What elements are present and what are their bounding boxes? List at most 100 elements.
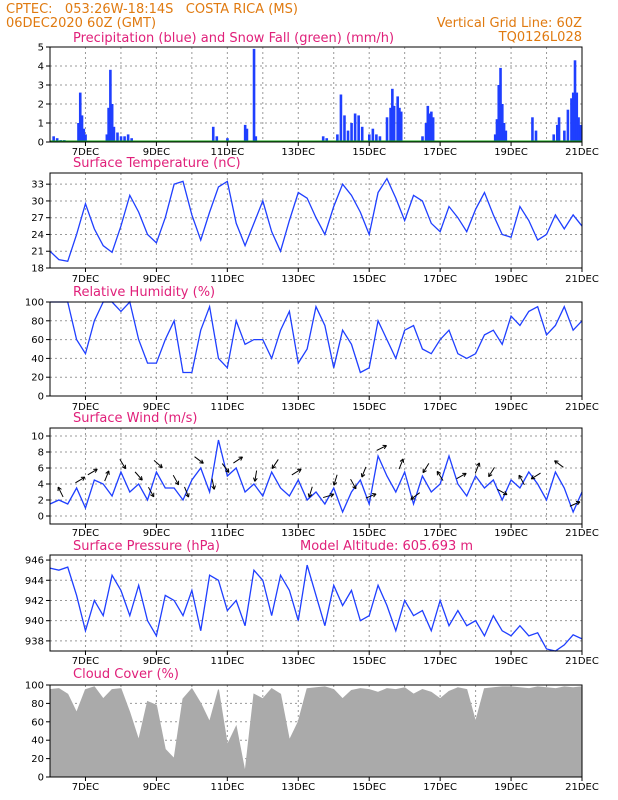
wind-arrow-head <box>518 474 523 480</box>
wind-arrow-shaft <box>365 493 377 499</box>
wind-arrow <box>332 474 338 486</box>
precip-bar <box>555 124 559 142</box>
precip-bar <box>430 111 433 142</box>
cloud-ytick-label: 40 <box>31 736 44 747</box>
wind-arrow-shaft <box>271 459 279 469</box>
wind-arrow <box>184 486 190 498</box>
precip-bar <box>357 115 360 142</box>
wind-ytick-label: 4 <box>38 480 44 491</box>
precip-bar <box>426 105 430 142</box>
wind-arrow-head <box>150 492 155 498</box>
precip-bar <box>254 136 258 142</box>
wind-xtick-label: 21DEC <box>565 528 599 539</box>
wind-arrow <box>211 478 216 490</box>
precip-bar <box>243 124 247 142</box>
wind-xtick-label: 19DEC <box>494 528 528 539</box>
precip-bar <box>84 134 87 142</box>
wind-arrow-shaft <box>194 456 204 464</box>
header-line2-left: 06DEC2020 60Z (GMT) <box>6 16 156 31</box>
wind-arrow-shaft <box>422 463 430 473</box>
wind-line <box>49 439 583 514</box>
pressure-line <box>49 564 583 652</box>
wind-arrow-head <box>93 468 98 473</box>
precip-bar <box>130 138 133 142</box>
wind-ytick-label: 6 <box>38 464 44 475</box>
wind-arrow-head <box>399 458 405 463</box>
wind-xtick-label: 7DEC <box>72 528 99 539</box>
wind-arrow <box>569 500 581 507</box>
pressure-ytick-label: 942 <box>25 596 44 607</box>
precip-bar <box>570 98 573 142</box>
wind-arrow-shaft <box>376 445 387 451</box>
wind-arrow-shaft <box>119 459 126 469</box>
precip-xtick-label: 15DEC <box>352 147 386 158</box>
precip-ytick-label: 5 <box>38 43 44 54</box>
pressure-xtick-label: 15DEC <box>352 656 386 667</box>
wind-arrow-shaft <box>350 478 357 490</box>
temperature-ytick-label: 30 <box>31 196 44 207</box>
pressure-annotation: Model Altitude: 605.693 m <box>300 539 473 554</box>
precip-bar <box>495 119 499 142</box>
cloud-area <box>49 686 583 778</box>
precip-xtick-label: 11DEC <box>210 147 244 158</box>
cloud-xtick-label: 11DEC <box>210 782 244 793</box>
precip-bar <box>252 48 256 142</box>
wind-arrow <box>134 471 143 481</box>
temperature-ytick-label: 27 <box>31 213 44 224</box>
precip-ytick-label: 1 <box>38 119 44 130</box>
wind-arrow <box>554 460 564 468</box>
precip-bar <box>493 134 497 142</box>
temperature-xtick-label: 17DEC <box>423 274 457 285</box>
cloud-ytick-label: 80 <box>31 699 44 710</box>
precip-bar <box>339 94 343 142</box>
wind-arrow-shaft <box>361 466 367 478</box>
wind-arrow <box>410 492 421 500</box>
wind-arrow <box>530 472 541 480</box>
precip-bar <box>325 138 329 142</box>
wind-arrow <box>271 459 279 470</box>
precip-bar <box>82 128 86 142</box>
precip-bar <box>552 134 556 142</box>
wind-arrow-head <box>174 480 180 486</box>
temperature-frame <box>49 172 583 269</box>
pressure-xtick-label: 7DEC <box>72 656 99 667</box>
humidity-ytick-label: 40 <box>31 354 44 365</box>
wind-ytick-label: 8 <box>38 448 44 459</box>
wind-arrow-head <box>422 468 427 474</box>
humidity-frame <box>49 301 583 397</box>
wind-arrow-head <box>121 464 127 470</box>
precip-bar <box>226 138 229 142</box>
humidity-ytick-label: 100 <box>25 298 44 309</box>
wind-arrow <box>104 470 110 482</box>
humidity-ytick-label: 60 <box>31 335 44 346</box>
cloud-title: Cloud Cover (%) <box>73 667 179 682</box>
wind-arrow-shaft <box>554 460 564 468</box>
precip-bar <box>396 96 399 142</box>
pressure-ytick-label: 940 <box>25 616 44 627</box>
header-line1-right: Vertical Grid Line: 60Z <box>437 16 582 31</box>
wind-arrow-shaft <box>530 472 541 480</box>
wind-arrow-head <box>105 470 110 475</box>
wind-arrow-head <box>410 495 415 500</box>
precip-bar <box>399 111 403 142</box>
wind-ytick-label: 0 <box>38 512 44 523</box>
temperature-xtick-label: 13DEC <box>281 274 315 285</box>
pressure-frame <box>49 554 583 652</box>
wind-arrow-shaft <box>488 467 495 477</box>
precip-bar <box>428 113 431 142</box>
precip-xtick-label: 7DEC <box>72 147 99 158</box>
temperature-xtick-label: 15DEC <box>352 274 386 285</box>
precip-bar <box>80 115 84 142</box>
wind-arrow-shaft <box>211 478 215 490</box>
wind-arrow-shaft <box>456 472 467 480</box>
precip-bar <box>343 115 346 142</box>
wind-arrow <box>119 459 127 470</box>
wind-arrow <box>497 488 508 496</box>
wind-arrow-shaft <box>410 492 421 500</box>
wind-arrow-head <box>575 500 581 506</box>
wind-arrow-shaft <box>323 493 334 499</box>
precip-bar <box>211 126 215 142</box>
pressure-title: Surface Pressure (hPa) <box>73 539 220 554</box>
precip-bar <box>571 92 575 142</box>
wind-arrow <box>488 467 495 478</box>
